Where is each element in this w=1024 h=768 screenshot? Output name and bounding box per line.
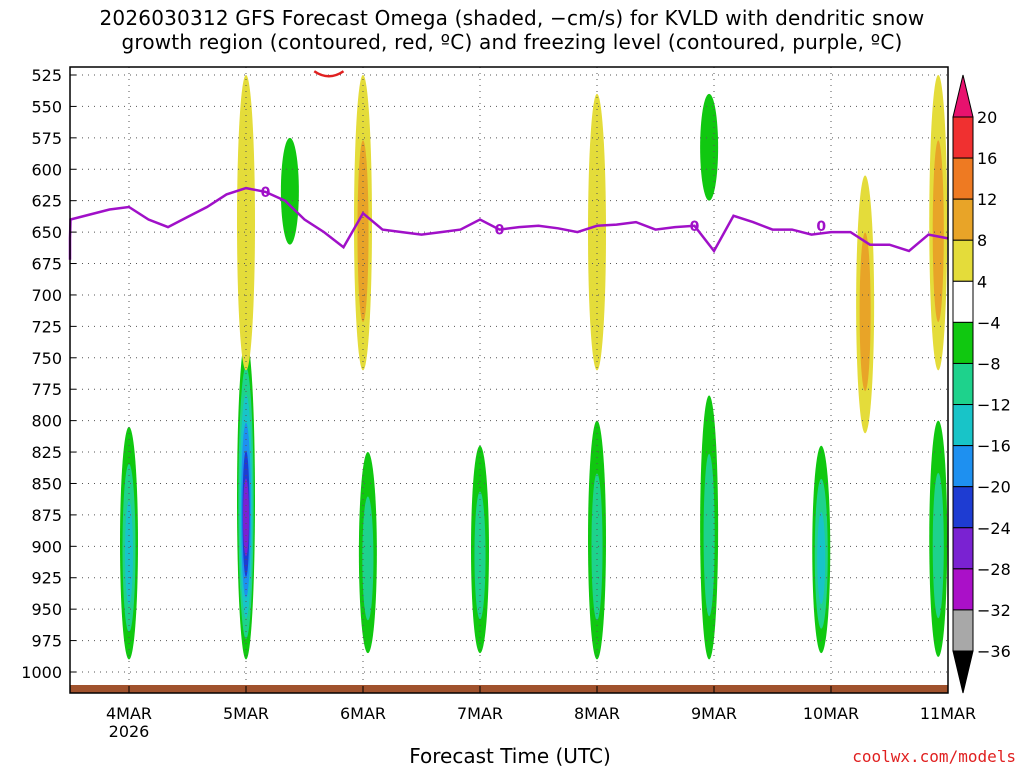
y-tick-label: 575 xyxy=(31,129,62,148)
y-tick-label: 950 xyxy=(31,600,62,619)
colorbar-segment xyxy=(952,362,974,406)
y-tick-label: 925 xyxy=(31,569,62,588)
x-tick-year: 2026 xyxy=(109,722,150,741)
colorbar-arrow-bottom xyxy=(952,650,974,694)
y-tick-label: 525 xyxy=(31,66,62,85)
x-tick-label: 6MAR xyxy=(340,704,386,723)
y-tick-label: 600 xyxy=(31,160,62,179)
y-tick-label: 975 xyxy=(31,632,62,651)
y-tick-label: 750 xyxy=(31,349,62,368)
colorbar-label: −20 xyxy=(977,478,1011,497)
plot-frame xyxy=(69,66,949,694)
freezing-level-label: 0 xyxy=(261,185,271,201)
colorbar-segment xyxy=(952,116,974,159)
x-tick-label: 10MAR xyxy=(803,704,859,723)
grid-layer xyxy=(70,67,949,685)
omega-cell xyxy=(237,75,255,371)
freezing-level-label: 0 xyxy=(690,219,700,235)
colorbar-segment xyxy=(952,445,974,488)
colorbar-segment xyxy=(952,239,974,282)
colorbar-label: −8 xyxy=(977,354,1001,373)
omega-cell xyxy=(859,232,871,392)
x-axis-label: Forecast Time (UTC) xyxy=(409,744,611,768)
y-tick-label: 650 xyxy=(31,223,62,242)
omega-cell xyxy=(280,137,299,245)
omega-cell xyxy=(932,140,944,323)
colorbar-segment xyxy=(952,404,974,447)
y-tick-label: 775 xyxy=(31,380,62,399)
chart-title-line-2: growth region (contoured, red, ºC) and f… xyxy=(121,30,903,54)
colorbar-label: 12 xyxy=(977,190,997,209)
omega-cell xyxy=(125,501,133,605)
omega-cell xyxy=(817,512,826,605)
site-credit[interactable]: coolwx.com/models xyxy=(852,747,1016,766)
colorbar-label: −32 xyxy=(977,601,1011,620)
omega-cell xyxy=(588,93,606,371)
y-tick-label: 675 xyxy=(31,255,62,274)
colorbar-segment xyxy=(952,198,974,241)
y-tick-label: 725 xyxy=(31,317,62,336)
freezing-level-label: 0 xyxy=(495,223,505,239)
omega-cell xyxy=(362,496,374,621)
colorbar-segment xyxy=(952,527,974,570)
x-tick-label: 11MAR xyxy=(920,704,976,723)
x-tick-label: 9MAR xyxy=(691,704,737,723)
colorbar-segment xyxy=(952,157,974,200)
y-tick-label: 1000 xyxy=(21,663,62,682)
omega-shading-layer xyxy=(120,75,948,660)
terrain-strip xyxy=(70,685,948,693)
omega-cell xyxy=(932,472,944,619)
y-tick-label: 900 xyxy=(31,537,62,556)
y-tick-label: 825 xyxy=(31,443,62,462)
x-tick-label: 5MAR xyxy=(223,704,269,723)
freezing-level-label: 0 xyxy=(816,219,826,235)
colorbar: 20 16 12 8 4 −4 −8 −12 −16 −20 −24 −28 −32 −36 xyxy=(952,74,1011,694)
colorbar-segment xyxy=(952,280,974,323)
colorbar-segment xyxy=(952,568,974,611)
omega-cell xyxy=(591,473,603,621)
contour-layer: 0 0 0 0 xyxy=(68,70,949,693)
colorbar-label: 8 xyxy=(977,231,987,250)
colorbar-label: −28 xyxy=(977,560,1011,579)
omega-cell xyxy=(700,93,719,201)
omega-cell xyxy=(474,491,486,620)
colorbar-label: 16 xyxy=(977,149,997,168)
y-tick-label: 800 xyxy=(31,412,62,431)
axes-layer: 525 550 575 600 625 650 675 700 725 750 775 800 825 8… xyxy=(21,66,976,741)
colorbar-label: −16 xyxy=(977,437,1011,456)
y-tick-label: 850 xyxy=(31,474,62,493)
chart-title-line-1: 2026030312 GFS Forecast Omega (shaded, −… xyxy=(99,6,925,30)
colorbar-arrow-top xyxy=(952,74,974,118)
colorbar-segment xyxy=(952,486,974,529)
dgz-contour xyxy=(313,70,345,78)
y-tick-label: 625 xyxy=(31,192,62,211)
colorbar-label: −4 xyxy=(977,313,1001,332)
colorbar-segment xyxy=(952,609,974,652)
y-tick-label: 875 xyxy=(31,506,62,525)
omega-cell xyxy=(703,453,715,617)
x-tick-label: 4MAR xyxy=(106,704,152,723)
omega-cell xyxy=(357,140,369,323)
colorbar-label: −12 xyxy=(977,396,1011,415)
y-tick-label: 550 xyxy=(31,97,62,116)
x-tick-label: 8MAR xyxy=(574,704,620,723)
colorbar-label: 20 xyxy=(977,108,997,127)
colorbar-label: 4 xyxy=(977,272,987,291)
freezing-level-contour xyxy=(68,186,949,260)
y-tick-label: 700 xyxy=(31,286,62,305)
colorbar-segment xyxy=(952,321,974,364)
colorbar-label: −24 xyxy=(977,519,1011,538)
colorbar-label: −36 xyxy=(977,642,1011,661)
x-tick-label: 7MAR xyxy=(457,704,503,723)
